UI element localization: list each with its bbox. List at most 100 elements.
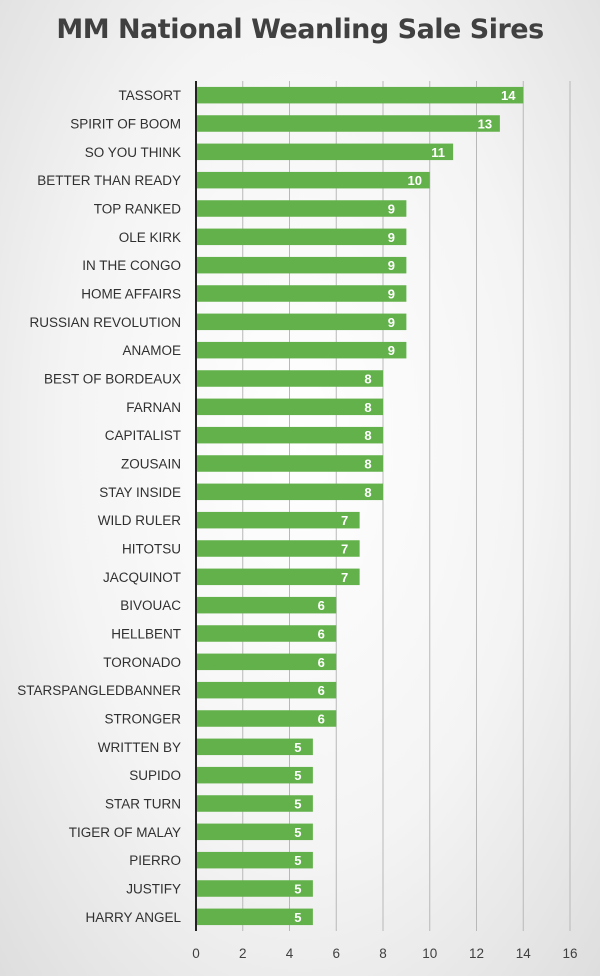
data-label: 8 xyxy=(364,372,371,387)
data-label: 6 xyxy=(318,712,325,727)
category-label: TOP RANKED xyxy=(94,202,182,217)
bar xyxy=(196,143,454,161)
category-label: SO YOU THINK xyxy=(85,145,181,160)
data-label: 9 xyxy=(388,258,395,273)
x-tick-label: 14 xyxy=(516,946,532,961)
category-label: RUSSIAN REVOLUTION xyxy=(29,315,181,330)
data-label: 5 xyxy=(294,853,301,868)
x-tick-label: 12 xyxy=(469,946,484,961)
bar xyxy=(196,653,337,671)
data-label: 5 xyxy=(294,882,301,897)
data-label: 13 xyxy=(478,117,492,132)
bar xyxy=(196,483,383,501)
value-labels: 14 13 11 10 9 9 9 9 9 9 8 8 8 8 8 7 7 7 6 6 6 6 6 5 5 5 5 5 5 5 xyxy=(294,88,516,925)
category-label: PIERRO xyxy=(129,853,181,868)
data-label: 9 xyxy=(388,343,395,358)
data-label: 9 xyxy=(388,315,395,330)
category-label: JUSTIFY xyxy=(126,882,181,897)
data-label: 6 xyxy=(318,655,325,670)
data-label: 9 xyxy=(388,287,395,302)
bar xyxy=(196,568,360,586)
data-label: 5 xyxy=(294,910,301,925)
data-label: 7 xyxy=(341,570,348,585)
bar xyxy=(196,596,337,614)
category-label: BETTER THAN READY xyxy=(37,173,181,188)
bar xyxy=(196,455,383,472)
x-tick-label: 2 xyxy=(239,946,247,961)
bar xyxy=(196,795,313,812)
bar xyxy=(196,256,407,274)
data-label: 9 xyxy=(388,230,395,245)
category-label: TORONADO xyxy=(103,655,181,670)
category-label: ZOUSAIN xyxy=(121,457,181,472)
category-label: STAR TURN xyxy=(105,797,181,812)
category-label: SUPIDO xyxy=(129,768,181,783)
x-tick-label: 0 xyxy=(192,946,200,961)
bars xyxy=(196,86,524,926)
x-tick-label: 8 xyxy=(379,946,387,961)
x-tick-label: 4 xyxy=(286,946,294,961)
bar xyxy=(196,540,360,557)
x-axis-ticks: 0 2 4 6 8 10 12 14 16 xyxy=(192,946,577,961)
data-label: 7 xyxy=(341,513,348,528)
data-label: 9 xyxy=(388,202,395,217)
bar xyxy=(196,86,524,104)
x-tick-label: 10 xyxy=(422,946,437,961)
category-label: HARRY ANGEL xyxy=(85,910,181,925)
category-label: BIVOUAC xyxy=(120,598,181,613)
data-label: 6 xyxy=(318,683,325,698)
bar xyxy=(196,426,383,444)
x-tick-label: 16 xyxy=(562,946,577,961)
chart-title: MM National Weanling Sale Sires xyxy=(56,14,544,45)
category-label: WILD RULER xyxy=(98,513,182,528)
bar xyxy=(196,908,313,926)
category-label: HELLBENT xyxy=(111,627,181,642)
data-label: 11 xyxy=(431,145,445,160)
data-label: 5 xyxy=(294,797,301,812)
category-label: SPIRIT OF BOOM xyxy=(70,117,181,132)
bar xyxy=(196,341,407,359)
bar xyxy=(196,823,313,841)
x-tick-label: 6 xyxy=(332,946,340,961)
bar xyxy=(196,738,313,756)
bar xyxy=(196,115,500,132)
bar xyxy=(196,370,383,387)
bar xyxy=(196,398,383,416)
bar xyxy=(196,851,313,869)
data-label: 7 xyxy=(341,542,348,557)
bar xyxy=(196,285,407,302)
category-label: CAPITALIST xyxy=(105,428,181,443)
bar xyxy=(196,681,337,699)
category-label: STRONGER xyxy=(104,712,181,727)
category-label: TASSORT xyxy=(118,88,181,103)
category-label: OLE KIRK xyxy=(119,230,181,245)
bar xyxy=(196,880,313,897)
data-label: 10 xyxy=(408,173,422,188)
category-label: TIGER OF MALAY xyxy=(69,825,181,840)
bar xyxy=(196,200,407,217)
category-label: FARNAN xyxy=(126,400,181,415)
category-label: STAY INSIDE xyxy=(99,485,181,500)
bar xyxy=(196,228,407,246)
category-label: WRITTEN BY xyxy=(98,740,181,755)
category-label: BEST OF BORDEAUX xyxy=(44,372,181,387)
data-label: 5 xyxy=(294,768,301,783)
bar xyxy=(196,511,360,529)
category-label: STARSPANGLEDBANNER xyxy=(17,683,181,698)
category-label: ANAMOE xyxy=(122,343,181,358)
data-label: 6 xyxy=(318,627,325,642)
data-label: 8 xyxy=(364,428,371,443)
bar xyxy=(196,766,313,784)
category-label: IN THE CONGO xyxy=(82,258,181,273)
gridlines xyxy=(242,81,571,931)
bar xyxy=(196,710,337,727)
data-label: 14 xyxy=(501,88,516,103)
category-label: JACQUINOT xyxy=(103,570,181,585)
data-label: 5 xyxy=(294,740,301,755)
category-labels: TASSORT SPIRIT OF BOOM SO YOU THINK BETTER … xyxy=(17,88,181,925)
data-label: 6 xyxy=(318,598,325,613)
category-label: HITOTSU xyxy=(122,542,181,557)
data-label: 5 xyxy=(294,825,301,840)
